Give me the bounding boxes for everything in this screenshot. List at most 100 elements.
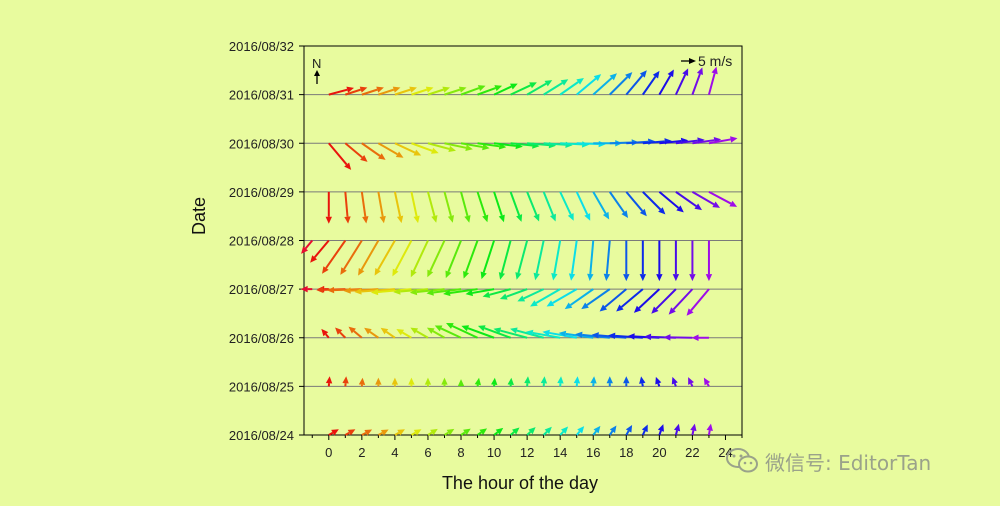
wind-arrow-head: [493, 327, 502, 334]
wind-arrow-head: [625, 424, 633, 433]
x-axis-title: The hour of the day: [442, 473, 598, 493]
wind-arrow: [493, 327, 528, 339]
wind-arrow-head: [413, 149, 422, 156]
wind-arrow: [690, 423, 697, 436]
wind-arrow: [443, 191, 455, 223]
wind-arrow-shaft: [443, 191, 452, 217]
wind-arrow-head: [686, 308, 694, 316]
wind-arrow-head: [593, 425, 601, 434]
north-arrow-head: [314, 70, 320, 76]
wind-arrow: [460, 191, 471, 223]
wind-arrow: [573, 376, 581, 387]
wind-arrow: [474, 377, 481, 387]
wind-arrow: [427, 240, 446, 278]
wind-arrow-head: [480, 271, 487, 280]
wind-arrow: [377, 142, 404, 158]
wind-arrow-shaft: [493, 142, 517, 147]
wind-arrow-head: [639, 70, 647, 78]
wind-arrow-head: [557, 376, 564, 384]
wind-arrow-shaft: [345, 88, 362, 96]
wind-arrow-head: [593, 74, 602, 82]
wind-arrow: [411, 86, 434, 96]
wind-arrow-shaft: [361, 431, 367, 436]
wind-arrow-shaft: [343, 239, 363, 270]
wind-arrow: [424, 377, 432, 387]
wind-arrow: [515, 240, 529, 280]
wind-arrow-head: [608, 332, 616, 340]
wind-arrow: [543, 79, 569, 96]
wind-arrow-shaft: [674, 430, 679, 436]
wind-arrow-shaft: [410, 431, 416, 436]
wind-arrow-shaft: [620, 288, 644, 308]
wind-arrow-head: [391, 377, 399, 385]
wind-arrow-shaft: [589, 240, 595, 275]
wind-arrow: [530, 288, 561, 307]
wind-arrow-head: [691, 334, 699, 341]
wind-arrow-head: [463, 428, 471, 436]
wind-arrow-shaft: [401, 331, 412, 339]
wind-arrow-head: [430, 428, 438, 436]
wind-arrow-head: [447, 215, 455, 223]
wind-arrow: [408, 377, 415, 387]
wind-arrow: [391, 377, 399, 387]
wind-arrow-shaft: [592, 191, 607, 214]
wind-arrow: [590, 376, 597, 387]
wind-arrow: [446, 323, 478, 339]
wind-arrow: [482, 288, 511, 298]
wind-arrow-shaft: [304, 239, 314, 250]
wind-arrow-head: [676, 205, 684, 213]
wind-arrow-head: [544, 426, 552, 435]
wind-arrow: [361, 86, 384, 96]
wind-arrow-head: [396, 215, 404, 224]
wind-arrow-head: [431, 147, 439, 154]
wind-arrow: [427, 428, 438, 436]
wind-arrow: [706, 423, 713, 436]
wind-arrow-head: [706, 423, 713, 432]
wind-arrow-shaft: [673, 383, 677, 387]
wind-arrow: [426, 327, 445, 339]
wind-arrow: [427, 86, 451, 96]
wind-arrow-head: [379, 215, 386, 224]
wind-arrow: [480, 240, 496, 280]
wind-arrow: [658, 191, 684, 213]
wind-arrow-head: [425, 86, 434, 93]
wind-arrow: [476, 191, 489, 223]
y-tick-label: 2016/08/30: [229, 136, 294, 151]
wind-arrow-head: [591, 332, 599, 339]
wind-arrow: [509, 427, 520, 436]
wind-arrow: [639, 376, 646, 387]
wind-arrow-shaft: [605, 240, 611, 275]
wind-arrow-shaft: [394, 142, 416, 154]
wind-arrow: [564, 288, 594, 310]
wind-arrow: [668, 288, 694, 315]
wind-arrow: [410, 327, 429, 339]
wind-arrow: [639, 240, 647, 282]
wind-arrow-head: [729, 200, 738, 207]
wind-arrow-shaft: [353, 330, 363, 339]
wind-arrow-shaft: [641, 383, 644, 387]
wind-arrow-shaft: [691, 430, 695, 436]
wind-arrow-shaft: [440, 327, 462, 339]
wind-arrow-head: [689, 274, 696, 282]
wind-arrow: [575, 191, 591, 221]
wind-arrow: [361, 142, 386, 160]
wind-arrow: [392, 240, 413, 277]
wind-arrow: [688, 377, 694, 387]
wind-arrow-head: [498, 214, 505, 223]
wind-arrow-shaft: [476, 191, 487, 216]
wind-arrow-shaft: [477, 87, 496, 96]
wind-arrow-head: [558, 330, 567, 338]
wind-arrow: [559, 77, 584, 96]
wind-arrow-shaft: [706, 383, 710, 387]
wind-arrow: [691, 67, 703, 95]
wind-arrow-head: [431, 215, 438, 223]
wind-arrow-shaft: [609, 76, 629, 96]
x-tick-label: 14: [553, 445, 567, 460]
wind-arrow: [328, 142, 352, 170]
wind-arrow-head: [623, 376, 630, 384]
wind-arrow-head: [657, 424, 664, 432]
wind-arrow-shaft: [426, 191, 436, 217]
wind-arrow: [663, 334, 693, 341]
wind-arrow-head: [673, 423, 681, 432]
y-tick-label: 2016/08/26: [229, 331, 294, 346]
